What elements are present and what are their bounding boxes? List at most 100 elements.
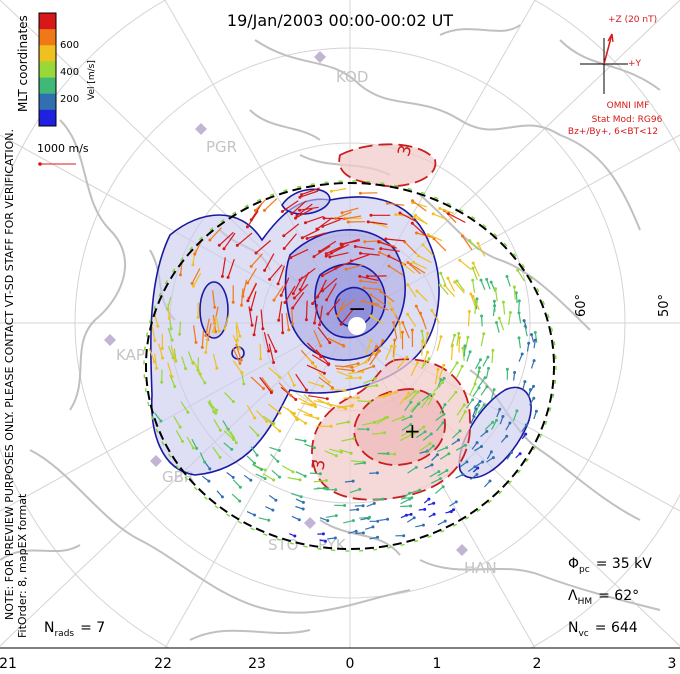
vector-origin	[483, 376, 487, 380]
vector-origin	[516, 268, 520, 272]
vector-origin	[373, 377, 377, 381]
vector-origin	[263, 268, 267, 272]
vector-origin	[375, 471, 379, 475]
vector-origin	[445, 469, 449, 472]
vector-origin	[316, 295, 320, 299]
velocity-vector	[400, 498, 411, 505]
velocity-vector	[421, 358, 430, 369]
velocity-vector	[413, 261, 428, 270]
vector-origin	[410, 428, 414, 431]
velocity-vector	[399, 434, 412, 442]
velocity-vector	[250, 291, 257, 310]
velocity-vector	[433, 382, 444, 392]
vector-origin	[412, 260, 416, 264]
velocity-vector	[418, 255, 432, 264]
vector-origin	[323, 539, 327, 543]
velocity-vector	[267, 333, 277, 352]
vector-origin	[253, 513, 256, 517]
velocity-vector	[432, 213, 448, 221]
vector-origin	[476, 466, 480, 470]
velocity-vector	[256, 410, 268, 422]
mlt-tick-label: 21	[0, 656, 17, 672]
velocity-vector	[246, 455, 255, 464]
vector-origin	[311, 302, 315, 306]
velocity-vector	[459, 259, 472, 271]
velocity-vector	[450, 335, 456, 348]
velocity-vector	[270, 453, 279, 462]
vector-origin	[489, 280, 493, 284]
vector-origin	[439, 477, 442, 481]
velocity-vector	[421, 340, 423, 356]
velocity-vector	[248, 425, 259, 436]
velocity-vector	[482, 356, 489, 367]
vector-origin	[309, 413, 313, 417]
vector-origin	[474, 299, 478, 303]
vector-origin	[326, 519, 330, 523]
velocity-vector	[273, 285, 284, 301]
velocity-vector	[297, 408, 312, 416]
velocity-vector	[335, 211, 352, 220]
vector-origin	[449, 510, 453, 514]
velocity-vector	[375, 393, 390, 399]
velocity-vector	[385, 238, 405, 242]
vector-origin	[439, 335, 443, 339]
vector-origin	[371, 525, 375, 529]
vector-origin	[298, 195, 302, 199]
contour-label: 3	[394, 143, 416, 159]
velocity-vector	[207, 322, 212, 340]
velocity-vector	[458, 411, 466, 423]
velocity-vector	[369, 350, 380, 366]
vector-origin	[321, 532, 325, 536]
vector-origin	[159, 419, 163, 423]
velocity-vector	[367, 346, 378, 362]
vector-origin	[238, 334, 242, 338]
velocity-vector	[380, 291, 395, 303]
vector-origin	[220, 274, 224, 278]
vector-origin	[220, 495, 224, 499]
velocity-vector	[250, 253, 263, 267]
vector-origin	[387, 264, 391, 268]
vector-origin	[409, 415, 413, 418]
vector-origin	[453, 333, 457, 337]
vector-origin	[461, 473, 465, 477]
vector-origin	[460, 364, 464, 368]
velocity-vector	[326, 245, 345, 255]
vector-origin	[293, 534, 297, 538]
velocity-vector	[451, 430, 461, 439]
velocity-vector	[491, 350, 494, 364]
vector-origin	[383, 416, 387, 420]
vector-origin	[356, 396, 360, 400]
velocity-vector	[508, 312, 511, 326]
velocity-vector	[180, 401, 189, 413]
vector-origin	[467, 310, 471, 313]
vector-origin	[301, 507, 305, 511]
vector-origin	[300, 236, 304, 240]
mlt-tick-label: 0	[346, 656, 355, 672]
vector-origin	[321, 384, 324, 388]
velocity-vector	[472, 262, 480, 277]
vector-origin	[393, 344, 397, 348]
vector-origin	[419, 311, 422, 315]
vector-origin	[482, 332, 486, 336]
velocity-vector	[254, 197, 268, 211]
velocity-vector	[399, 323, 402, 339]
velocity-vector	[359, 275, 379, 282]
colorbar-tick: 400	[60, 67, 79, 78]
velocity-vector	[443, 210, 457, 224]
velocity-vector	[268, 367, 281, 378]
velocity-vector	[396, 356, 408, 370]
velocity-vector	[331, 403, 346, 410]
velocity-vector	[477, 404, 485, 414]
vector-origin	[238, 361, 242, 365]
velocity-vector	[287, 408, 298, 421]
vector-origin	[520, 352, 524, 356]
colorbar-segment	[39, 77, 56, 95]
velocity-vector	[429, 471, 440, 478]
vector-origin	[457, 438, 460, 442]
vector-origin	[361, 299, 365, 303]
vector-origin	[315, 227, 319, 231]
velocity-vector	[363, 378, 376, 384]
vector-origin	[527, 341, 531, 345]
vector-origin	[191, 446, 195, 450]
vector-origin	[313, 321, 316, 325]
